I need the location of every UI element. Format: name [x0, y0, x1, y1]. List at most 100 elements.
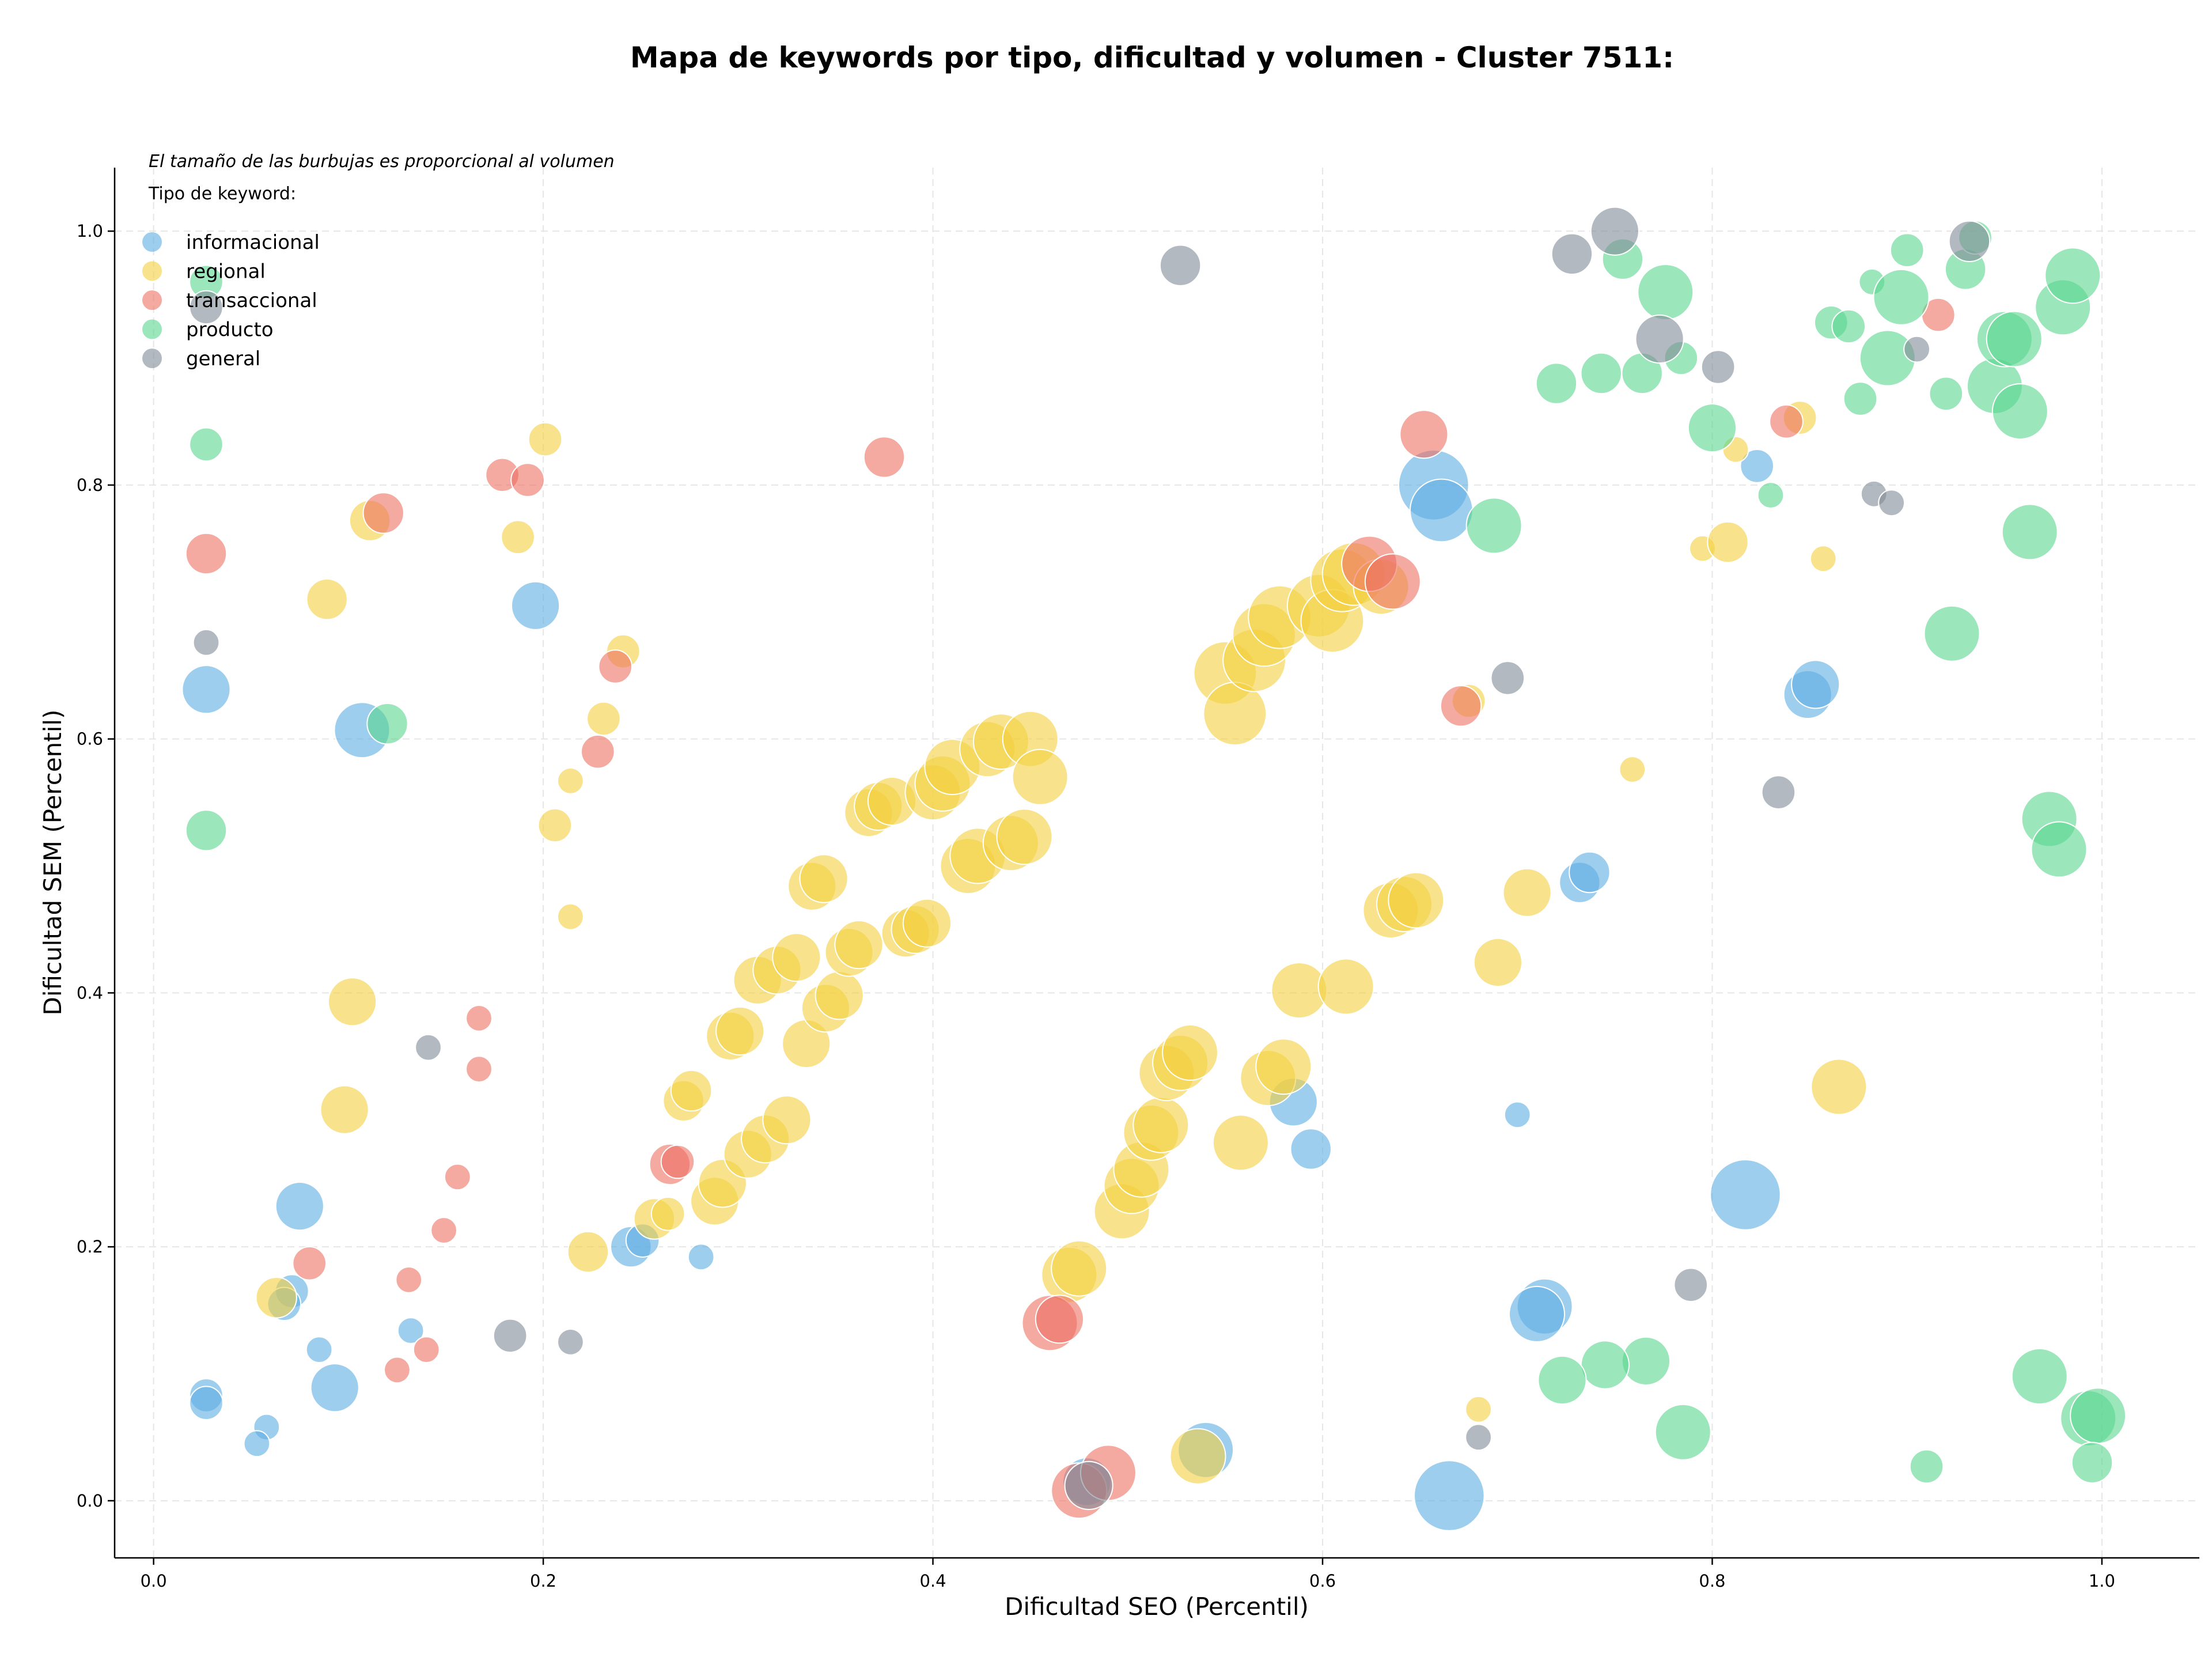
bubble-regional — [306, 578, 348, 620]
bubble-producto — [1580, 352, 1622, 395]
bubble-regional — [670, 1069, 713, 1112]
bubble-producto — [2071, 1441, 2113, 1484]
legend-label-regional: regional — [186, 260, 266, 283]
bubble-general — [1064, 1461, 1113, 1510]
bubble-transaccional — [863, 436, 906, 478]
bubble-producto — [1687, 403, 1737, 453]
bubble-producto — [189, 427, 224, 462]
bubble-regional — [1619, 756, 1646, 783]
axis-ticks: 0.0 0.2 0.4 0.6 0.8 1.0 0.0 0.2 0.4 0.6 0.8 1.0 — [77, 221, 2115, 1591]
x-tick-label: 0.8 — [1699, 1571, 1725, 1591]
bubble-informacional — [310, 1363, 359, 1413]
bubble-producto — [1889, 233, 1925, 268]
bubble-producto — [1535, 362, 1578, 404]
bubble-general — [192, 629, 220, 656]
y-tick-label: 0.2 — [77, 1237, 103, 1257]
bubble-general — [1948, 220, 1991, 262]
bubble-regional — [586, 701, 621, 736]
bubble-producto — [2031, 821, 2088, 878]
bubble-transaccional — [292, 1246, 327, 1281]
bubble-regional — [1809, 545, 1837, 573]
bubble-transaccional — [185, 532, 228, 575]
x-tick-label: 0.4 — [919, 1571, 946, 1591]
bubble-producto — [1637, 264, 1694, 320]
bubble-informacional — [1791, 660, 1840, 709]
bubble-producto — [1909, 1449, 1944, 1484]
gridlines — [115, 168, 2199, 1558]
bubble-regional — [1255, 1038, 1312, 1095]
bubble-informacional — [1740, 449, 1774, 483]
bubble-general — [1878, 489, 1906, 517]
bubble-regional — [715, 1006, 765, 1056]
legend-label-general: general — [186, 347, 260, 370]
bubble-transaccional — [1399, 410, 1449, 459]
bubble-transaccional — [384, 1356, 411, 1384]
bubble-informacional — [1503, 1101, 1531, 1129]
bubble-producto — [2044, 247, 2101, 304]
legend: informacional regional transaccional produc… — [142, 231, 320, 370]
bubble-regional — [255, 1277, 297, 1319]
bubble-transaccional — [510, 463, 545, 497]
bubble-regional — [762, 1095, 812, 1145]
bubble-transaccional — [1440, 685, 1482, 727]
bubbles — [181, 206, 2127, 1531]
bubble-producto — [185, 809, 228, 852]
bubble-informacional — [1509, 1285, 1565, 1342]
legend-label-informacional: informacional — [186, 231, 320, 254]
bubble-regional — [834, 920, 884, 970]
bubble-regional — [501, 520, 535, 555]
y-tick-label: 0.8 — [77, 475, 103, 495]
bubble-informacional — [1569, 851, 1611, 894]
bubble-producto — [1986, 311, 2043, 368]
bubble-regional — [1169, 1428, 1226, 1485]
bubble-transaccional — [598, 649, 632, 684]
bubble-regional — [328, 977, 377, 1027]
bubble-regional — [815, 971, 864, 1020]
bubble-informacional — [1710, 1159, 1781, 1231]
bubble-regional — [1162, 1024, 1218, 1081]
bubble-transaccional — [1769, 404, 1804, 439]
bubble-informacional — [275, 1182, 324, 1231]
legend-marker-general — [142, 349, 162, 368]
bubble-producto — [1929, 376, 1964, 411]
x-axis-label: Dificultad SEO (Percentil) — [1005, 1592, 1309, 1621]
bubble-producto — [2001, 504, 2058, 561]
bubble-informacional — [189, 1386, 224, 1420]
bubble-producto — [1831, 309, 1866, 344]
bubble-regional — [650, 1197, 685, 1231]
bubble-general — [1159, 244, 1202, 286]
bubble-regional — [557, 767, 584, 794]
y-tick-label: 0.0 — [77, 1491, 103, 1511]
bubble-regional — [1465, 1395, 1493, 1423]
legend-marker-transaccional — [142, 290, 162, 310]
bubble-producto — [1991, 383, 2048, 440]
bubble-regional — [1707, 521, 1749, 563]
bubble-regional — [902, 898, 952, 948]
bubble-producto — [1923, 605, 1980, 662]
bubble-regional — [1212, 1114, 1269, 1171]
bubble-informacional — [1414, 1460, 1485, 1531]
bubble-general — [1551, 233, 1593, 275]
x-tick-label: 0.2 — [530, 1571, 556, 1591]
bubble-regional — [1132, 1096, 1190, 1153]
bubble-transaccional — [395, 1266, 423, 1293]
y-tick-label: 0.4 — [77, 983, 103, 1002]
bubble-general — [1903, 335, 1931, 363]
bubble-transaccional — [362, 492, 404, 534]
bubble-regional — [996, 808, 1053, 865]
bubble-general — [415, 1034, 442, 1061]
bubble-producto — [1654, 1403, 1711, 1461]
legend-label-transaccional: transaccional — [186, 289, 317, 312]
bubble-informacional — [511, 581, 560, 630]
legend-marker-informacional — [142, 232, 162, 252]
bubble-regional — [320, 1085, 369, 1134]
y-tick-label: 0.6 — [77, 729, 103, 749]
bubble-regional — [772, 933, 821, 982]
bubble-regional — [1317, 958, 1374, 1015]
bubble-regional — [1810, 1058, 1868, 1115]
bubble-producto — [2070, 1387, 2127, 1444]
size-annotation: El tamaño de las burbujas es proporciona… — [149, 152, 615, 172]
bubble-general — [1465, 1424, 1493, 1451]
legend-marker-regional — [142, 261, 162, 281]
